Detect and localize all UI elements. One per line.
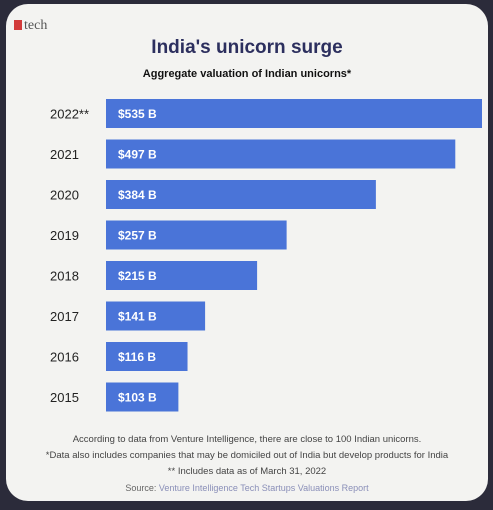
brand-logo: tech xyxy=(14,18,47,34)
bar-chart: 2022** $535 B 2021 $497 B 2020 $384 B 2019 $257… xyxy=(50,99,482,412)
source-label: Source: xyxy=(125,483,157,493)
bar xyxy=(106,301,206,331)
bar xyxy=(106,99,482,128)
chart-subtitle: Aggregate valuation of Indian unicorns* xyxy=(142,68,352,80)
source-text: Venture Intelligence Tech Startups Valua… xyxy=(158,483,369,493)
category-label: 2016 xyxy=(50,350,79,365)
category-label: 2022** xyxy=(50,107,89,122)
note-line-1: According to data from Venture Intellige… xyxy=(72,434,422,445)
category-label: 2017 xyxy=(50,309,79,324)
value-label: $215 B xyxy=(118,269,157,283)
brand-name: tech xyxy=(24,18,48,33)
bar xyxy=(106,382,179,412)
category-label: 2015 xyxy=(50,390,79,405)
chart-card: tech India's unicorn surge Aggregate val… xyxy=(6,4,488,501)
note-line-2: *Data also includes companies that may b… xyxy=(45,450,449,461)
brand-mark-icon xyxy=(14,20,22,30)
category-label: 2021 xyxy=(50,147,79,162)
category-label: 2018 xyxy=(50,269,79,284)
value-label: $384 B xyxy=(118,188,157,202)
value-label: $497 B xyxy=(118,148,157,162)
value-label: $141 B xyxy=(118,310,157,324)
note-line-3: ** Includes data as of March 31, 2022 xyxy=(167,466,327,477)
source-line: Source: Venture Intelligence Tech Startu… xyxy=(6,480,488,496)
category-label: 2020 xyxy=(50,188,79,203)
bar xyxy=(106,342,188,371)
bar xyxy=(106,139,456,169)
bar xyxy=(106,261,258,290)
chart-notes: According to data from Venture Intellige… xyxy=(6,432,488,496)
value-label: $535 B xyxy=(118,107,157,121)
bar xyxy=(106,220,287,250)
value-label: $116 B xyxy=(118,350,156,364)
category-label: 2019 xyxy=(50,228,79,243)
value-label: $103 B xyxy=(118,391,157,405)
value-label: $257 B xyxy=(118,229,157,243)
chart-title: India's unicorn surge xyxy=(151,37,343,58)
bar xyxy=(106,180,376,209)
